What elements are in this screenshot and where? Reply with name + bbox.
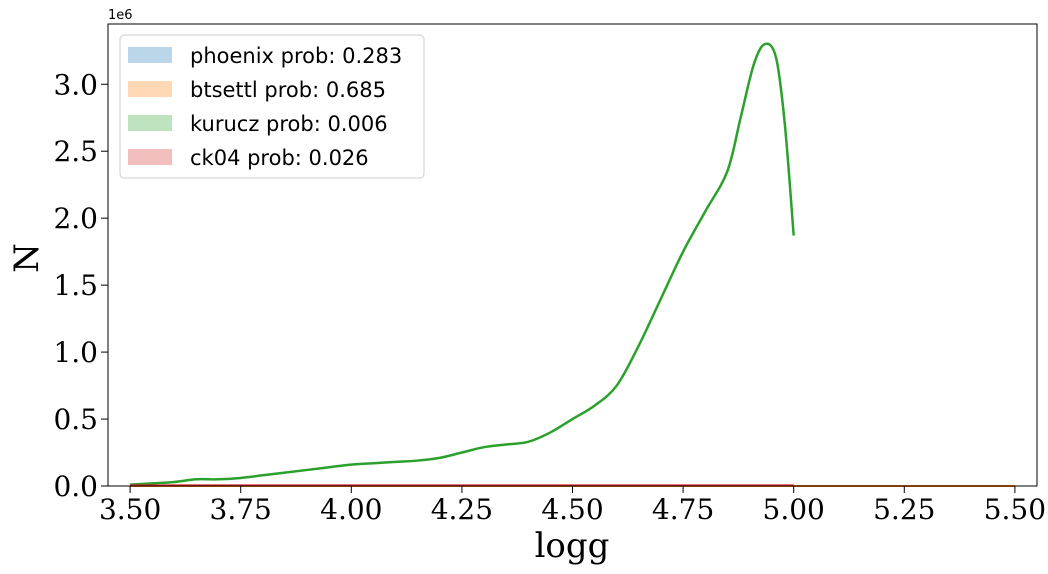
x-tick-label: 4.00 — [320, 493, 382, 526]
y-tick-label: 3.0 — [53, 68, 98, 101]
y-tick-label: 1.0 — [53, 336, 98, 369]
y-axis-label: N — [7, 243, 47, 273]
y-axis: 0.0 0.5 1.0 1.5 2.0 2.5 3.0 — [53, 68, 108, 503]
x-tick-label: 5.25 — [873, 493, 935, 526]
legend-swatch-phoenix — [128, 47, 172, 63]
legend: phoenix prob: 0.283 btsettl prob: 0.685 ku… — [119, 34, 425, 179]
x-tick-label: 3.75 — [210, 493, 272, 526]
legend-label-ck04: ck04 prob: 0.026 — [190, 146, 369, 170]
x-tick-label: 3.50 — [99, 493, 161, 526]
legend-box — [119, 34, 425, 179]
x-tick-label: 5.50 — [984, 493, 1046, 526]
y-tick-label: 2.5 — [53, 135, 98, 168]
y-tick-label: 0.5 — [53, 403, 98, 436]
y-offset-label: 1e6 — [108, 8, 133, 23]
x-tick-label: 5.00 — [763, 493, 825, 526]
legend-label-btsettl: btsettl prob: 0.685 — [190, 78, 386, 102]
y-tick-label: 2.0 — [53, 202, 98, 235]
x-tick-label: 4.50 — [541, 493, 603, 526]
series-line-kurucz — [130, 42, 795, 486]
legend-swatch-btsettl — [128, 81, 172, 97]
legend-label-kurucz: kurucz prob: 0.006 — [190, 112, 388, 136]
x-axis-label: logg — [535, 526, 610, 566]
legend-label-phoenix: phoenix prob: 0.283 — [190, 44, 402, 68]
x-tick-label: 4.25 — [431, 493, 493, 526]
y-tick-label: 0.0 — [53, 470, 98, 503]
x-tick-label: 4.75 — [652, 493, 714, 526]
x-axis: 3.50 3.75 4.00 4.25 4.50 4.75 5.00 5.25 5.50 — [99, 486, 1046, 526]
y-tick-label: 1.5 — [53, 269, 98, 302]
legend-swatch-ck04 — [128, 149, 172, 165]
legend-swatch-kurucz — [128, 115, 172, 131]
